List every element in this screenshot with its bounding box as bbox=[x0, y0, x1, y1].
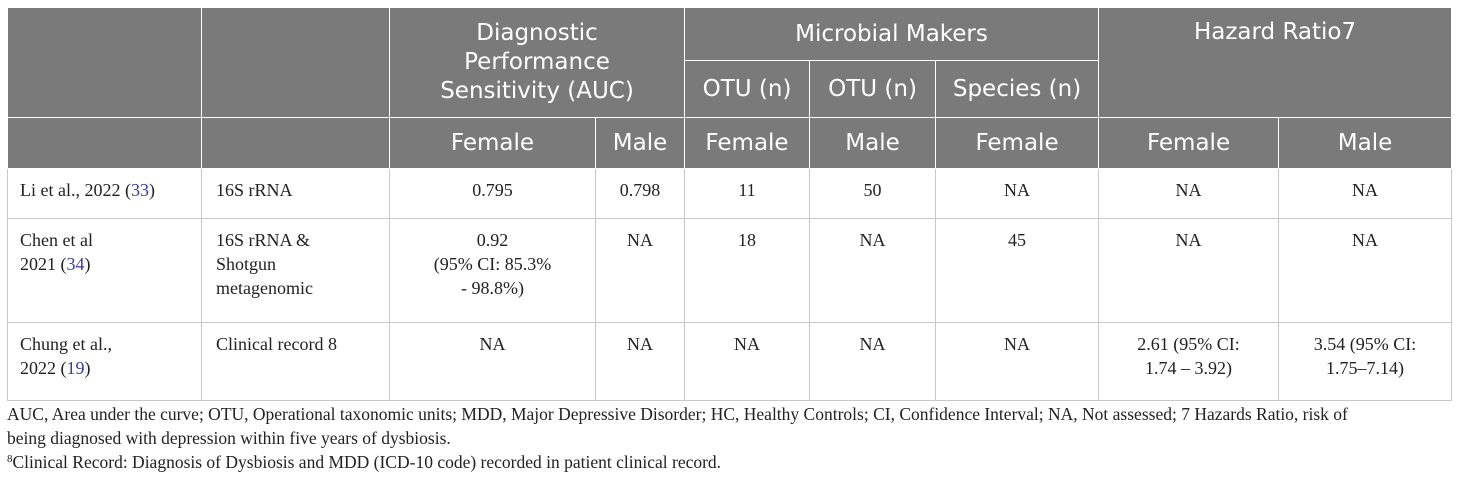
otu-female-cell: 18 bbox=[684, 218, 811, 323]
reference-link[interactable]: 33 bbox=[130, 180, 149, 200]
study-name-line2: 2021 bbox=[20, 254, 56, 274]
table-container: Diagnostic Performance Sensitivity (AUC)… bbox=[7, 7, 1453, 401]
reference-link[interactable]: 19 bbox=[66, 358, 85, 378]
footnote-clinical-record: 8Clinical Record: Diagnosis of Dysbiosis… bbox=[7, 450, 1457, 474]
table-footnotes: AUC, Area under the curve; OTU, Operatio… bbox=[7, 402, 1457, 474]
table-row: Chen et al 2021 (34) 16S rRNA & Shotgun met… bbox=[7, 218, 1453, 323]
otu-male-cell: 50 bbox=[809, 168, 937, 219]
species-female-cell: NA bbox=[935, 168, 1100, 219]
header-hazard-ratio: Hazard Ratio7 bbox=[1098, 7, 1453, 118]
reference-link[interactable]: 34 bbox=[66, 254, 85, 274]
species-female-cell: 45 bbox=[935, 218, 1100, 323]
header-row-2: OTU (n) OTU (n) Species (n) bbox=[8, 60, 1452, 118]
method-line1: 16S rRNA & bbox=[216, 230, 311, 250]
header-otu-male-sex: Male bbox=[809, 117, 937, 169]
header-species-female-sex: Female bbox=[935, 117, 1100, 169]
species-female-cell: NA bbox=[935, 322, 1100, 401]
footnote-line2: being diagnosed with depression within f… bbox=[7, 428, 451, 448]
method-line3: metagenomic bbox=[216, 278, 313, 298]
auc-female-cell: NA bbox=[389, 322, 596, 401]
header-otu-female-sex: Female bbox=[684, 117, 811, 169]
header-auc-male: Male bbox=[594, 117, 686, 169]
otu-male-cell: NA bbox=[809, 218, 937, 323]
hr-male-cell: NA bbox=[1278, 218, 1453, 323]
auc-male-cell: 0.798 bbox=[594, 168, 686, 219]
header-empty-2 bbox=[201, 117, 390, 169]
method-line2: Shotgun bbox=[216, 254, 277, 274]
table-row: Li et al., 2022 (33) 16S rRNA 0.795 0.79… bbox=[7, 168, 1453, 219]
method-cell: 16S rRNA & Shotgun metagenomic bbox=[201, 218, 390, 323]
auc-female-cell: 0.795 bbox=[389, 168, 596, 219]
results-table: Diagnostic Performance Sensitivity (AUC)… bbox=[7, 7, 1453, 401]
auc-male-cell: NA bbox=[594, 322, 686, 401]
hr-male-line2: 1.75–7.14) bbox=[1326, 358, 1405, 378]
header-otu-male: OTU (n) bbox=[809, 60, 937, 118]
header-otu-female: OTU (n) bbox=[684, 60, 811, 118]
header-species: Species (n) bbox=[935, 60, 1100, 118]
otu-male-cell: NA bbox=[809, 322, 937, 401]
hr-female-line2: 1.74 – 3.92) bbox=[1145, 358, 1233, 378]
hr-female-cell: NA bbox=[1098, 168, 1280, 219]
auc-value: 0.92 bbox=[476, 230, 509, 250]
footnote-marker: 8 bbox=[7, 453, 13, 465]
table-row: Chung et al., 2022 (19) Clinical record 8… bbox=[7, 322, 1453, 401]
header-hr-female: Female bbox=[1098, 117, 1280, 169]
hr-male-cell: NA bbox=[1278, 168, 1453, 219]
method-cell: 16S rRNA bbox=[201, 168, 390, 219]
study-name-line1: Chung et al., bbox=[20, 334, 112, 354]
study-name: Li et al., 2022 bbox=[20, 180, 121, 200]
header-auc-female: Female bbox=[389, 117, 596, 169]
header-empty-method bbox=[201, 7, 390, 118]
hr-female-cell: 2.61 (95% CI: 1.74 – 3.92) bbox=[1098, 322, 1280, 401]
hr-female-cell: NA bbox=[1098, 218, 1280, 323]
auc-ci-line1: (95% CI: 85.3% bbox=[433, 254, 552, 274]
auc-female-cell: 0.92 (95% CI: 85.3% - 98.8%) bbox=[389, 218, 596, 323]
auc-male-cell: NA bbox=[594, 218, 686, 323]
header-row-3: Female Male Female Male Female Female Ma… bbox=[7, 117, 1453, 169]
auc-ci-line2: - 98.8%) bbox=[461, 278, 524, 298]
header-microbial-makers: Microbial Makers bbox=[684, 7, 1100, 61]
otu-female-cell: 11 bbox=[684, 168, 811, 219]
header-empty-study bbox=[7, 7, 202, 118]
header-diagnostic-performance: Diagnostic Performance Sensitivity (AUC) bbox=[388, 7, 686, 118]
method-cell: Clinical record 8 bbox=[201, 322, 390, 401]
footnote-line3: Clinical Record: Diagnosis of Dysbiosis … bbox=[12, 452, 722, 472]
header-hr-male: Male bbox=[1278, 117, 1453, 169]
header-empty-1 bbox=[7, 117, 202, 169]
study-cell: Li et al., 2022 (33) bbox=[7, 168, 202, 219]
hr-male-cell: 3.54 (95% CI: 1.75–7.14) bbox=[1278, 322, 1453, 401]
study-cell: Chen et al 2021 (34) bbox=[7, 218, 202, 323]
otu-female-cell: NA bbox=[684, 322, 811, 401]
study-cell: Chung et al., 2022 (19) bbox=[7, 322, 202, 401]
footnote-abbreviations: AUC, Area under the curve; OTU, Operatio… bbox=[7, 402, 1457, 450]
hr-female-line1: 2.61 (95% CI: bbox=[1137, 334, 1240, 354]
study-name-line1: Chen et al bbox=[20, 230, 93, 250]
hr-male-line1: 3.54 (95% CI: bbox=[1313, 334, 1417, 354]
footnote-line1: AUC, Area under the curve; OTU, Operatio… bbox=[7, 404, 1348, 424]
study-name-line2: 2022 bbox=[20, 358, 56, 378]
header-row-1: Diagnostic Performance Sensitivity (AUC)… bbox=[7, 7, 1453, 118]
